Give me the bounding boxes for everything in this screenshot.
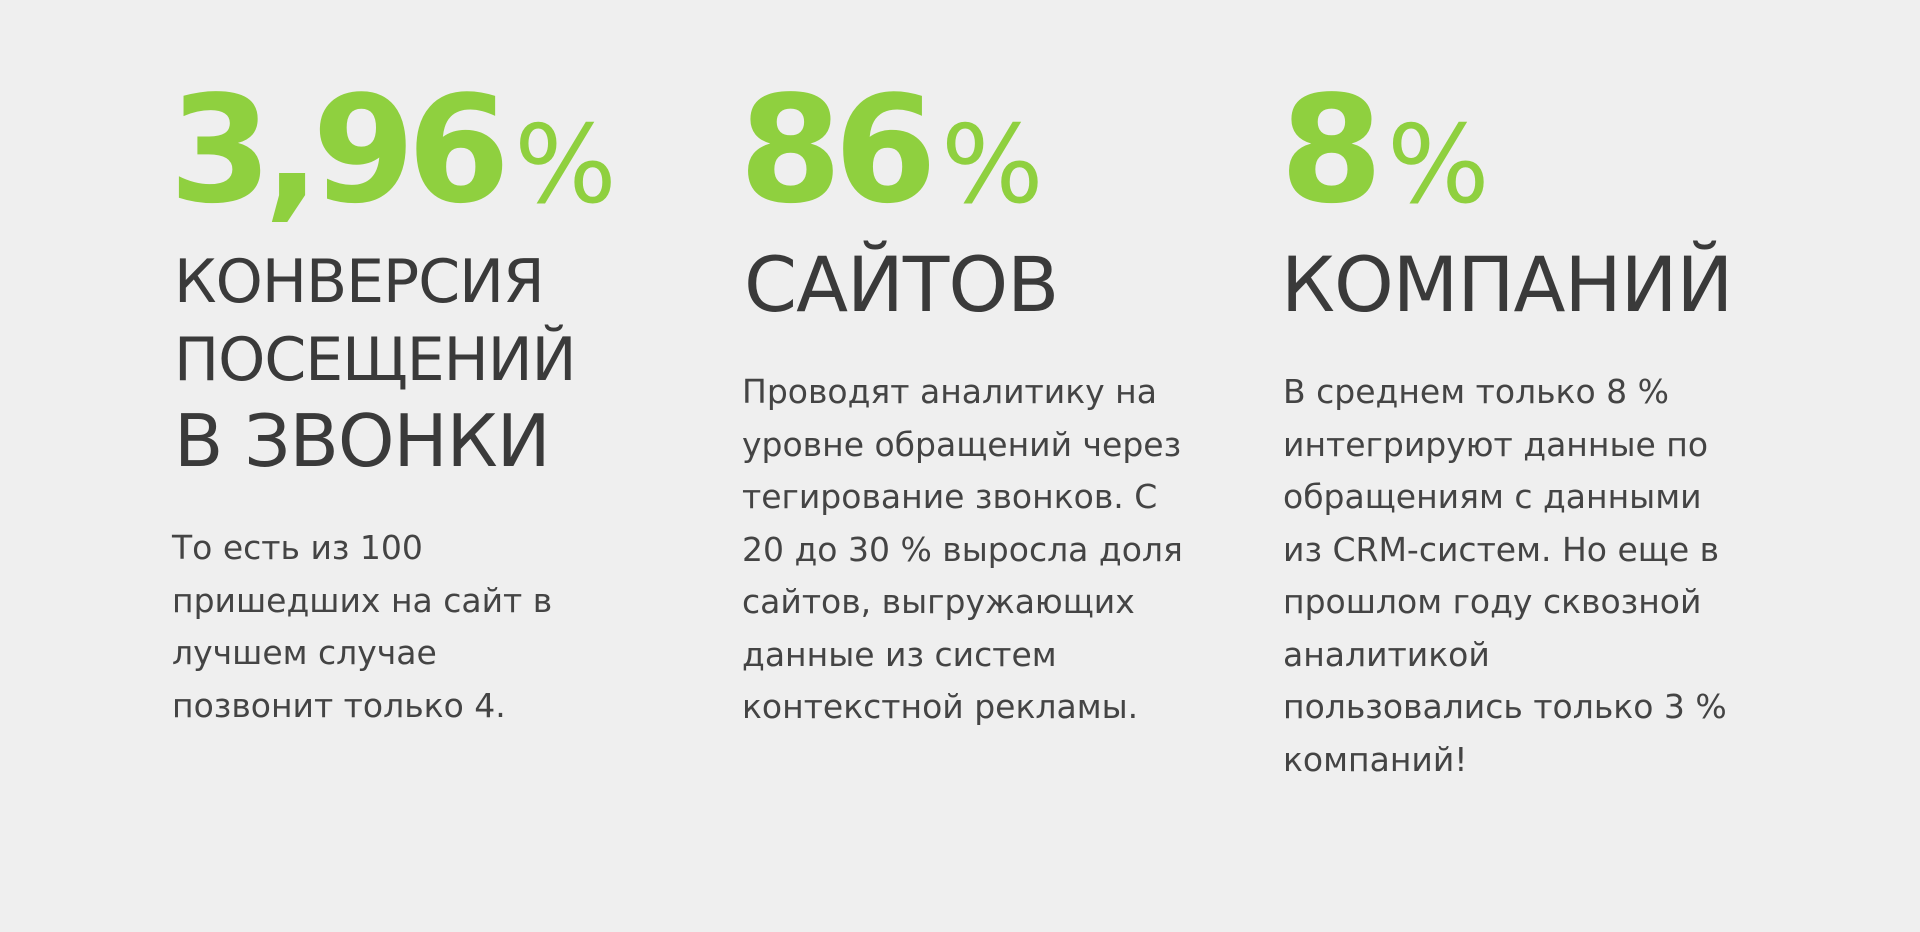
stat-heading-line: ПОСЕЩЕНИЙ: [174, 325, 577, 395]
stat-number: 86: [739, 64, 937, 236]
stat-heading-line: КОНВЕРСИЯ: [174, 247, 545, 317]
stat-value: 86%: [739, 64, 1044, 236]
stat-unit: %: [940, 103, 1044, 228]
stat-heading-line: САЙТОВ: [744, 240, 1059, 329]
stat-number: 8: [1280, 64, 1383, 236]
stat-description: Проводят аналитику на уровне обращений ч…: [742, 372, 1183, 726]
stat-heading: КОМПАНИЙ: [1281, 240, 1733, 330]
stat-value: 8%: [1280, 64, 1490, 236]
stat-value: 3,96%: [169, 64, 617, 236]
stat-heading-line: В ЗВОНКИ: [174, 399, 551, 483]
stat-description: То есть из 100 пришедших на сайт в лучше…: [172, 528, 553, 725]
stat-number: 3,96: [169, 64, 510, 236]
stat-unit: %: [1386, 103, 1490, 228]
stat-heading-line: КОМПАНИЙ: [1281, 240, 1733, 329]
stat-heading: САЙТОВ: [744, 240, 1059, 330]
stat-description: В среднем только 8 % интегрируют данные …: [1283, 372, 1727, 779]
stat-heading: КОНВЕРСИЯ ПОСЕЩЕНИЙ В ЗВОНКИ: [174, 244, 577, 483]
stat-unit: %: [514, 103, 617, 228]
